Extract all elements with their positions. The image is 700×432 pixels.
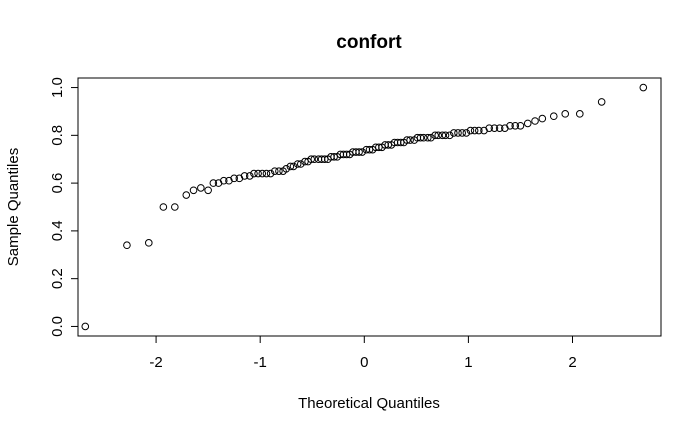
data-point [470,126,479,135]
data-point [262,169,271,178]
y-tick-label: 1.0 [49,77,66,98]
x-axis-label: Theoretical Quantiles [298,395,440,412]
data-point [240,172,249,180]
data-point [490,124,499,132]
data-point [219,176,228,185]
data-point [286,162,295,171]
data-point [575,110,584,118]
y-tick-label: 0.2 [49,268,66,289]
data-point [282,164,291,173]
data-point [266,169,275,178]
data-point [258,169,267,178]
data-point [466,126,475,135]
plot-area-border [77,77,662,337]
data-point [438,131,447,140]
data-point [511,121,520,130]
x-tick-label: 2 [568,354,576,371]
data-point [506,121,514,130]
data-point [171,203,179,211]
data-point [209,179,218,187]
data-point [427,133,435,142]
data-point [307,155,316,164]
y-tick-label: 0.8 [49,125,66,146]
data-point [197,184,205,192]
data-point [523,119,532,128]
data-point [293,160,302,168]
data-point [144,239,153,247]
y-tick-label: 0.6 [49,173,66,194]
data-point [485,124,494,132]
x-tick-label: -1 [254,354,267,371]
x-tick-label: 1 [464,354,472,371]
data-point [159,203,168,211]
data-point [538,114,547,123]
data-point [296,160,305,168]
data-point [270,167,279,175]
data-point [310,155,319,164]
data-point [445,131,454,140]
data-point [516,121,525,130]
data-point [182,191,191,199]
data-point [358,148,367,156]
data-point [204,186,212,195]
data-point [458,129,466,137]
data-points [81,83,648,331]
data-point [639,83,648,92]
y-axis-label: Sample Quantiles [5,148,22,266]
data-point [289,162,298,171]
data-point [123,241,131,250]
data-point [250,169,258,178]
x-tick-label: 0 [360,354,368,371]
data-point [431,131,439,140]
data-point [441,131,450,140]
data-point [275,167,283,175]
y-axis: 0.0 0.2 0.4 0.6 0.8 1.0 [49,77,79,337]
data-point [450,129,458,137]
data-point [424,133,432,142]
data-point [230,174,238,183]
y-tick-label: 0.4 [49,220,66,241]
x-axis: -2 -1 0 1 2 [149,335,577,371]
data-point [254,169,262,178]
data-point [189,186,198,195]
data-point [454,129,462,137]
data-point [561,110,570,118]
data-point [462,129,471,137]
data-point [495,124,504,132]
data-point [531,117,539,125]
data-point [597,98,606,106]
data-point [81,322,90,331]
data-point [434,131,443,140]
data-point [406,136,414,144]
data-point [419,133,428,142]
chart-title: confort [336,32,402,53]
x-tick-label: -2 [149,354,162,371]
data-point [245,172,254,180]
data-point [416,133,425,142]
data-point [549,112,558,121]
y-tick-label: 0.0 [49,316,66,337]
data-point [475,126,483,135]
data-point [403,136,411,144]
data-point [355,148,363,156]
